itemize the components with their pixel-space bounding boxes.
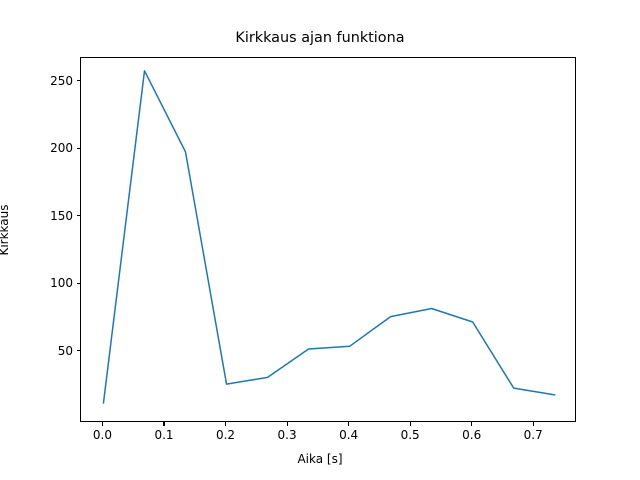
y-tick-label: 100 [50,276,73,291]
y-tick-label: 200 [50,141,73,156]
y-tick-label: 150 [50,208,73,223]
plot-area [80,57,576,422]
x-tick-label: 0.4 [339,428,359,442]
y-axis-label: Kirkkaus [0,204,11,256]
data-series-line [102,70,556,404]
chart-title: Kirkkaus ajan funktiona [235,30,405,46]
y-axis-label-container: Kirkkaus [0,0,12,480]
x-tick-label: 0.1 [154,428,174,442]
x-tick-label: 0.7 [523,428,543,442]
x-tick-label: 0.5 [400,428,420,442]
y-tick-label: 50 [57,343,73,358]
y-tick-label: 250 [50,73,73,88]
x-tick-label: 0.2 [215,428,236,442]
x-tick-label: 0.3 [277,428,297,442]
x-tick-label: 0.6 [462,428,482,442]
data-line-chart [102,70,556,404]
x-tick-label: 0.0 [92,428,112,442]
x-axis-label: Aika [s] [297,452,343,466]
